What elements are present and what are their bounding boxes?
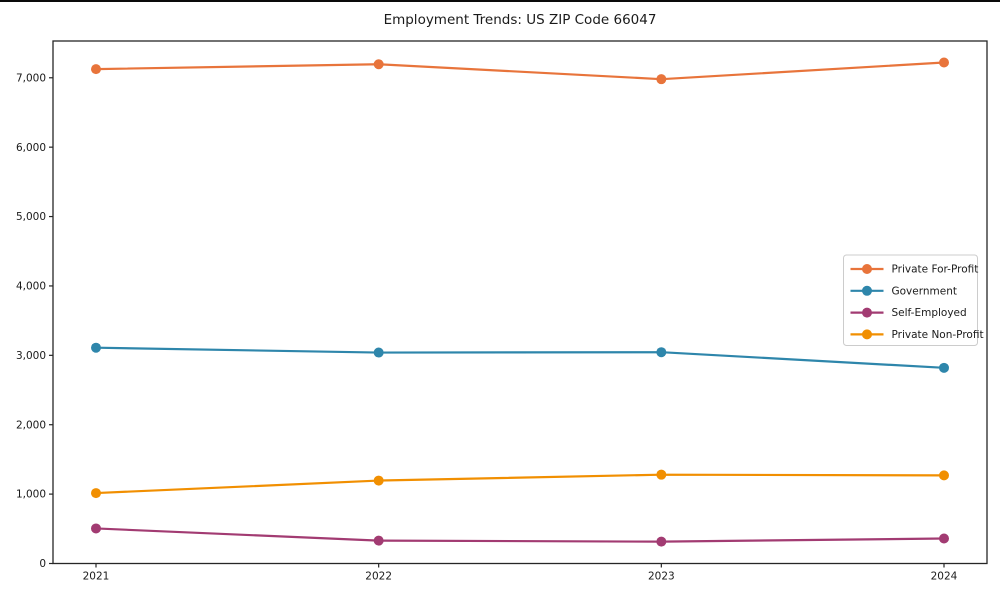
private-non-profit-line	[94, 473, 946, 495]
y-tick-label: 7,000	[16, 72, 46, 84]
y-tick-label: 2,000	[16, 419, 46, 431]
legend-layer: Private For-Profit Government Self-Employe…	[843, 254, 984, 346]
legend-box	[843, 254, 978, 346]
legend-private-non-profit-marker	[862, 329, 872, 340]
self-employed-marker	[656, 536, 667, 547]
private-for-profit-marker	[373, 59, 384, 70]
x-tick-label: 2024	[931, 571, 958, 583]
y-tick-label: 6,000	[16, 142, 46, 154]
series-layer	[91, 57, 949, 547]
government-line	[94, 346, 946, 369]
axes-layer: 0 1,000 2,000 3,000 4,000 5,000 6,000 7,000 2021…	[16, 40, 988, 583]
self-employed-marker	[939, 533, 949, 544]
private-non-profit-marker	[373, 475, 384, 486]
y-tick-label: 0	[39, 558, 46, 570]
government-marker	[91, 342, 101, 353]
plot-border	[52, 40, 988, 565]
private-for-profit-marker	[91, 64, 101, 75]
x-tick-label: 2023	[648, 571, 675, 583]
x-tick-label: 2022	[365, 571, 392, 583]
x-tick-label: 2021	[83, 571, 110, 583]
self-employed-marker	[91, 523, 101, 534]
legend-private-for-profit-marker	[862, 264, 872, 274]
self-employed-marker	[373, 535, 384, 546]
private-non-profit-marker	[91, 488, 101, 499]
y-tick-label: 3,000	[16, 350, 46, 362]
chart-title: Employment Trends: US ZIP Code 66047	[384, 12, 657, 28]
private-non-profit-marker	[939, 470, 949, 481]
private-for-profit-marker	[656, 74, 667, 85]
self-employed-line	[94, 527, 946, 543]
y-tick-label: 4,000	[16, 281, 46, 293]
legend-private-for-profit-label: Private For-Profit	[892, 264, 979, 276]
private-non-profit-marker	[656, 469, 667, 480]
legend-government-marker	[862, 285, 872, 296]
government-marker	[373, 347, 384, 358]
legend-private-non-profit-label: Private Non-Profit	[892, 329, 984, 341]
y-tick-label: 1,000	[16, 489, 46, 501]
legend-self-employed-label: Self-Employed	[892, 307, 967, 319]
legend-government-label: Government	[892, 285, 957, 297]
government-marker	[656, 347, 667, 358]
legend-self-employed-marker	[862, 307, 872, 318]
y-tick-label: 5,000	[16, 211, 46, 223]
private-for-profit-line	[94, 61, 946, 81]
government-marker	[939, 362, 949, 373]
private-for-profit-marker	[939, 57, 949, 68]
